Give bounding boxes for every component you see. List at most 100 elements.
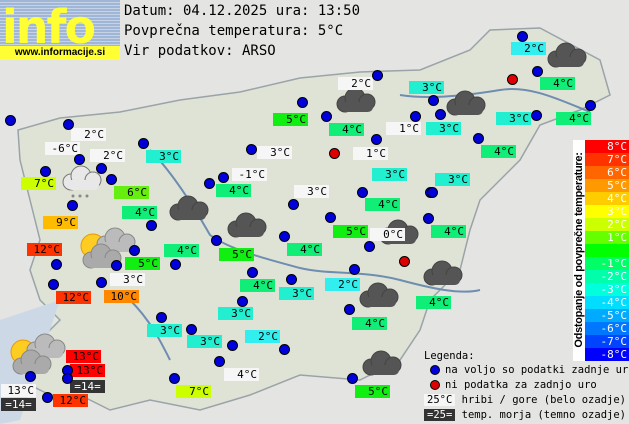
station-dot[interactable] [246, 144, 257, 155]
station-dot[interactable] [5, 115, 16, 126]
scale-step: 1°C [585, 231, 629, 244]
station-dot[interactable] [218, 172, 229, 183]
station-dot[interactable] [42, 392, 53, 403]
station-dot[interactable] [67, 200, 78, 211]
temperature-label: 4°C [216, 184, 251, 197]
station-dot[interactable] [288, 199, 299, 210]
temperature-label: 4°C [164, 244, 199, 257]
station-dot[interactable] [427, 187, 438, 198]
station-dot[interactable] [237, 296, 248, 307]
scale-step: 8°C [585, 140, 629, 153]
temperature-label: 13°C [1, 384, 36, 397]
station-dot[interactable] [106, 174, 117, 185]
station-dot[interactable] [96, 277, 107, 288]
station-dot[interactable] [532, 66, 543, 77]
station-dot[interactable] [585, 100, 596, 111]
station-dot[interactable] [423, 213, 434, 224]
station-dot[interactable] [111, 260, 122, 271]
station-dot[interactable] [146, 220, 157, 231]
station-dot[interactable] [169, 373, 180, 384]
station-missing-dot[interactable] [507, 74, 518, 85]
station-dot[interactable] [473, 133, 484, 144]
station-dot[interactable] [347, 373, 358, 384]
sea-sample: =25= [424, 409, 456, 421]
temperature-label: -6°C [45, 142, 80, 155]
station-dot[interactable] [138, 138, 149, 149]
station-dot[interactable] [156, 312, 167, 323]
temperature-label: 5°C [273, 113, 308, 126]
temperature-label: 3°C [294, 185, 329, 198]
scale-step: -6°C [585, 322, 629, 335]
station-dot[interactable] [410, 111, 421, 122]
station-dot[interactable] [297, 97, 308, 108]
station-dot[interactable] [364, 241, 375, 252]
station-dot[interactable] [51, 259, 62, 270]
station-dot[interactable] [204, 178, 215, 189]
temperature-label: 3°C [146, 150, 181, 163]
logo-url[interactable]: www.informacije.si [0, 46, 120, 60]
station-dot[interactable] [211, 235, 222, 246]
partly-sunny-icon [10, 333, 66, 375]
station-dot[interactable] [40, 166, 51, 177]
temperature-label: 2°C [325, 278, 360, 291]
station-dot[interactable] [129, 245, 140, 256]
station-dot[interactable] [517, 31, 528, 42]
station-missing-dot[interactable] [329, 148, 340, 159]
temperature-label: 2°C [71, 128, 106, 141]
station-dot[interactable] [279, 344, 290, 355]
station-dot[interactable] [247, 267, 258, 278]
station-dot[interactable] [96, 163, 107, 174]
station-dot[interactable] [325, 212, 336, 223]
station-dot[interactable] [279, 231, 290, 242]
station-dot[interactable] [214, 356, 225, 367]
temperature-label: 3°C [435, 173, 470, 186]
station-dot[interactable] [344, 304, 355, 315]
temperature-label: 12°C [53, 394, 88, 407]
station-dot[interactable] [428, 95, 439, 106]
temperature-label: 4°C [122, 206, 157, 219]
legend-sea-text: temp. morja (temno ozadje) [461, 409, 626, 421]
station-dot[interactable] [74, 154, 85, 165]
temperature-label: 4°C [287, 243, 322, 256]
red-dot-icon [430, 380, 440, 390]
scale-step: 5°C [585, 179, 629, 192]
temperature-label: 3°C [187, 335, 222, 348]
station-dot[interactable] [321, 111, 332, 122]
temperature-label: 13°C [66, 350, 101, 363]
temperature-label: 7°C [176, 385, 211, 398]
temperature-label: 3°C [147, 324, 182, 337]
station-dot[interactable] [25, 371, 36, 382]
overcast-icon [336, 87, 376, 113]
legend-mountain: 25°C hribi / gore (belo ozadje) [424, 393, 626, 407]
blue-dot-icon [430, 365, 440, 375]
station-dot[interactable] [186, 324, 197, 335]
scale-step [585, 244, 629, 257]
station-dot[interactable] [349, 264, 360, 275]
temperature-label: 0°C [370, 228, 405, 241]
legend-available-text: na voljo so podatki zadnje ure [445, 364, 629, 376]
station-dot[interactable] [531, 110, 542, 121]
station-dot[interactable] [286, 274, 297, 285]
temperature-label: 3°C [257, 146, 292, 159]
station-dot[interactable] [227, 340, 238, 351]
temperature-label: 4°C [224, 368, 259, 381]
scale-step: -4°C [585, 296, 629, 309]
legend-available: na voljo so podatki zadnje ure [430, 363, 629, 377]
logo[interactable]: info www.informacije.si [0, 0, 120, 60]
station-dot[interactable] [63, 119, 74, 130]
station-missing-dot[interactable] [399, 256, 410, 267]
station-dot[interactable] [371, 134, 382, 145]
temperature-label: 2°C [511, 42, 546, 55]
station-dot[interactable] [170, 259, 181, 270]
station-dot[interactable] [48, 279, 59, 290]
station-dot[interactable] [62, 373, 73, 384]
station-dot[interactable] [357, 187, 368, 198]
overcast-icon [446, 90, 486, 116]
station-dot[interactable] [435, 109, 446, 120]
legend-title: Legenda: [424, 350, 475, 362]
temperature-label: 4°C [329, 123, 364, 136]
temperature-label: 5°C [219, 248, 254, 261]
station-dot[interactable] [372, 70, 383, 81]
average-temperature: Povprečna temperatura: 5°C [124, 23, 344, 39]
temperature-label: 9°C [43, 216, 78, 229]
